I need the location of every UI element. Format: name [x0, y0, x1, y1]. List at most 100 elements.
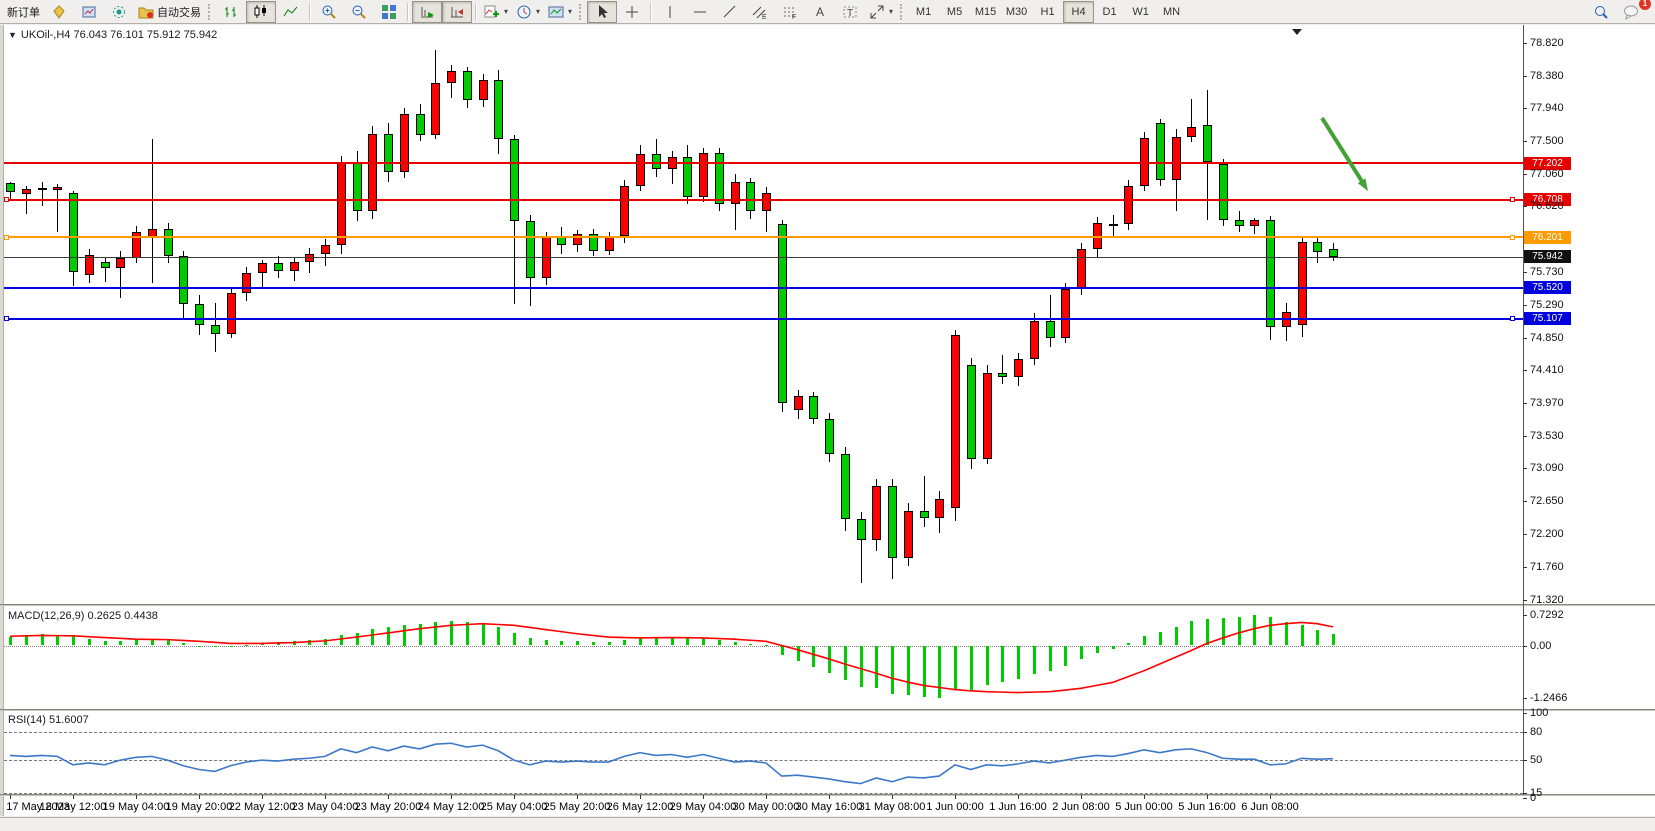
bar-chart-icon[interactable] [216, 1, 246, 23]
candlestick-chart-icon[interactable] [246, 0, 276, 23]
equidistant-channel-icon[interactable]: E [745, 1, 775, 23]
timeframe-m15[interactable]: M15 [974, 5, 997, 18]
search-icon[interactable] [1586, 1, 1616, 23]
candle [1061, 289, 1071, 338]
macd-histogram-bar [1032, 645, 1036, 675]
hline-76.708[interactable] [4, 198, 1523, 201]
timeframe-m5[interactable]: M5 [946, 5, 963, 18]
chart-shift-icon[interactable] [442, 0, 472, 23]
candle-wick [262, 259, 263, 288]
timeframe-d1[interactable]: D1 [1102, 5, 1117, 18]
line-handle[interactable] [4, 197, 9, 203]
pane-splitter[interactable] [0, 709, 1655, 711]
candle-wick [1002, 354, 1004, 385]
candle-wick [923, 476, 925, 527]
chart-area[interactable]: ▼ UKOil-,H4 76.043 76.101 75.912 75.942 M… [0, 25, 1655, 816]
price-tick [1523, 304, 1527, 306]
line-handle[interactable] [1510, 234, 1515, 240]
line-handle[interactable] [1510, 197, 1515, 203]
candle [1187, 126, 1197, 137]
timeframe-m1[interactable]: M1 [915, 5, 932, 18]
text-label-icon[interactable]: T [835, 1, 865, 23]
timeframe-w1[interactable]: W1 [1132, 5, 1149, 18]
zoom-out-icon[interactable] [344, 1, 374, 23]
macd-histogram-bar [1064, 645, 1068, 666]
tile-windows-icon[interactable] [374, 1, 404, 23]
candle [6, 183, 15, 193]
zoom-in-icon[interactable] [314, 1, 344, 23]
time-tick [73, 795, 74, 799]
candle [163, 228, 173, 256]
new-order-button[interactable]: 新订单 [3, 1, 44, 23]
macd-histogram-bar [40, 634, 44, 646]
line-chart-icon[interactable] [276, 1, 306, 23]
market-watch-icon[interactable] [74, 1, 104, 23]
chat-icon[interactable]: 1 [1616, 0, 1651, 23]
hline-77.202[interactable] [4, 162, 1523, 165]
candle-wick [57, 184, 59, 232]
hline-75.107[interactable] [4, 317, 1523, 320]
hline-75.520[interactable] [4, 286, 1523, 289]
candle [478, 80, 488, 101]
candle [305, 253, 315, 262]
candle [951, 335, 960, 509]
macd-histogram-bar [308, 640, 312, 646]
macd-histogram-bar [1237, 616, 1241, 646]
rsi-tick [1523, 713, 1527, 715]
macd-histogram-bar [229, 645, 233, 647]
candle [179, 256, 189, 305]
time-tick [10, 795, 11, 799]
arrows-icon[interactable]: ▾ [865, 1, 897, 23]
candle [447, 71, 456, 84]
macd-histogram-bar [1284, 622, 1288, 646]
auto-trading-button[interactable]: 自动交易 [134, 1, 205, 23]
time-tick [514, 795, 515, 799]
timeframe-m30[interactable]: M30 [1005, 5, 1028, 18]
time-tick-label: 31 May 08:00 [858, 801, 926, 813]
fibonacci-icon[interactable]: F [775, 1, 805, 23]
macd-histogram-bar [497, 626, 501, 646]
text-icon[interactable]: A [805, 1, 835, 23]
period-selector-button[interactable]: ▾ [512, 1, 544, 23]
price-tick [1523, 435, 1527, 437]
macd-histogram-bar [639, 637, 642, 646]
timeframe-h4[interactable]: H4 [1063, 0, 1095, 23]
timeframe-h1[interactable]: H1 [1040, 5, 1055, 18]
hline-76.201[interactable] [4, 236, 1523, 239]
line-handle[interactable] [4, 234, 9, 240]
candle [84, 255, 94, 275]
auto-scroll-icon[interactable] [412, 0, 442, 23]
rsi-tick-label: 50 [1530, 754, 1543, 767]
macd-tick-label: 0.00 [1530, 639, 1552, 652]
macd-histogram-bar [387, 627, 390, 646]
candle [840, 454, 850, 520]
pane-splitter[interactable] [0, 604, 1655, 606]
candle [1218, 163, 1228, 220]
horizontal-line-icon[interactable] [685, 1, 715, 23]
crosshair-icon[interactable] [617, 1, 647, 23]
cursor-icon[interactable] [587, 0, 618, 23]
candle [872, 486, 882, 541]
trend-arrow[interactable] [0, 25, 1523, 604]
rsi-level-80 [4, 732, 1523, 733]
time-tick-label: 30 May 00:00 [732, 801, 800, 813]
template-button[interactable]: ▾ [544, 1, 576, 23]
price-tick-label: 73.090 [1530, 462, 1564, 475]
candle [998, 372, 1008, 377]
macd-histogram-bar [1048, 645, 1052, 671]
hline-75.942[interactable] [4, 256, 1523, 258]
signal-icon[interactable] [104, 1, 134, 23]
trendline-icon[interactable] [715, 1, 745, 23]
timeframe-mn[interactable]: MN [1163, 5, 1181, 18]
candle [399, 114, 409, 173]
time-tick [703, 795, 704, 799]
diamond-icon[interactable] [44, 1, 74, 23]
chat-notification-badge: 1 [1639, 0, 1651, 10]
collapse-ohlc-icon[interactable]: ▼ [8, 30, 17, 40]
candle [1029, 320, 1039, 360]
line-handle[interactable] [4, 316, 9, 322]
rsi-level-50 [4, 760, 1523, 762]
add-indicator-button[interactable]: ▾ [480, 1, 512, 23]
vertical-line-icon[interactable] [655, 1, 685, 23]
line-handle[interactable] [1510, 316, 1515, 322]
